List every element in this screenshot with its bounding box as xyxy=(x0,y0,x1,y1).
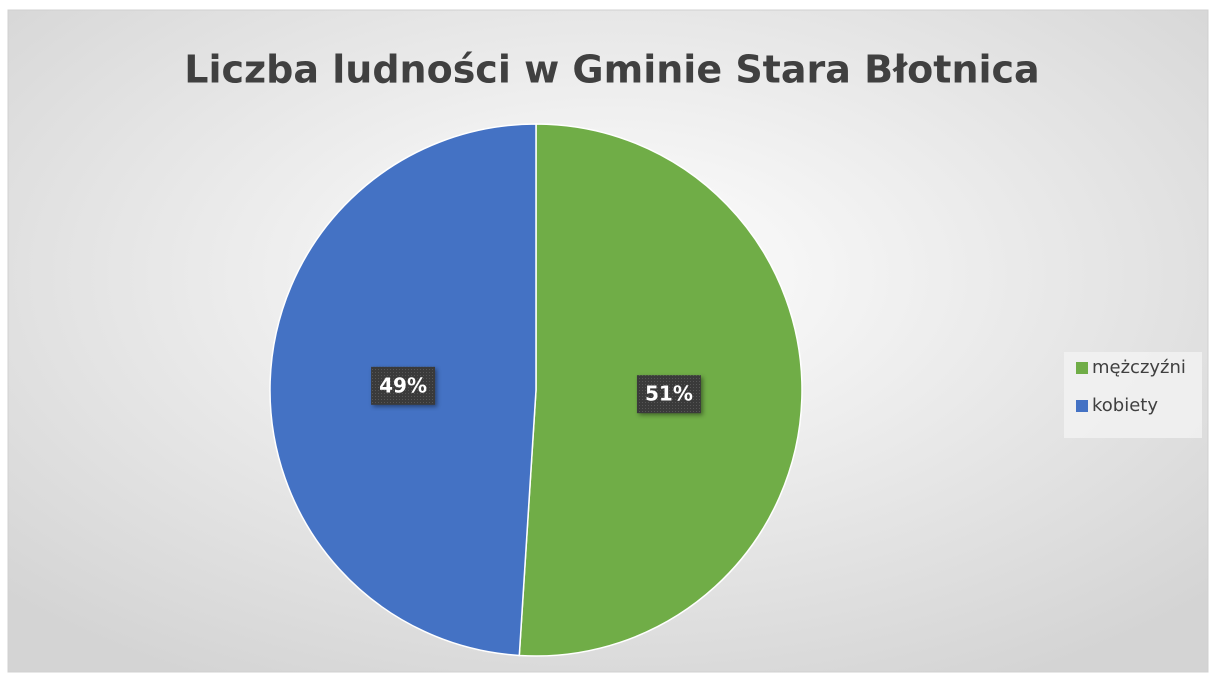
chart-title: Liczba ludności w Gminie Stara Błotnica xyxy=(184,48,1039,92)
data-label: 49% xyxy=(379,373,427,397)
legend-label: mężczyźni xyxy=(1092,357,1186,378)
legend-swatch xyxy=(1076,362,1088,374)
legend-label: kobiety xyxy=(1092,395,1158,416)
label-box xyxy=(371,366,436,405)
legend-swatch xyxy=(1076,400,1088,412)
data-label: 51% xyxy=(645,382,693,406)
label-box xyxy=(636,375,701,414)
